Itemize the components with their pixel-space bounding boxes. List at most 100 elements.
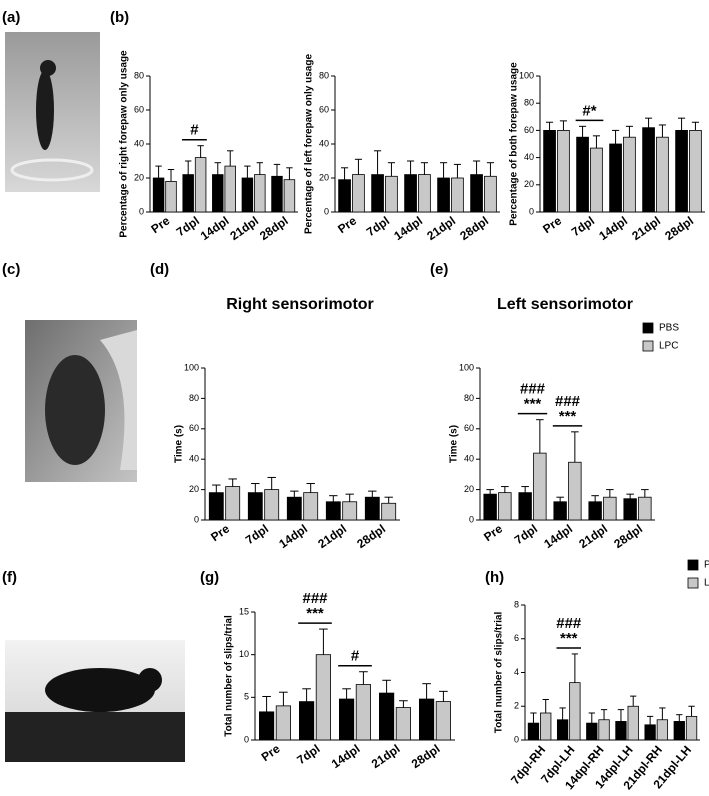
x-tick-label: 14dpl [541, 522, 575, 551]
x-tick-label: 14dpl [596, 214, 630, 243]
bar [533, 452, 547, 521]
bar [338, 698, 355, 741]
legend-swatch [642, 322, 654, 334]
y-tick-label: 20 [134, 172, 144, 182]
y-tick-label: 4 [514, 667, 519, 677]
y-axis-label: Total number of slips/trial [224, 615, 235, 737]
photo-a [5, 32, 100, 192]
bar [378, 692, 395, 741]
y-tick-label: 0 [139, 206, 144, 216]
annotation: ### [555, 393, 581, 410]
x-tick-label: 21dpl [315, 522, 349, 551]
y-tick-label: 0 [469, 514, 474, 524]
bar [483, 493, 497, 521]
y-tick-label: 100 [184, 362, 199, 372]
bar [298, 701, 315, 741]
bar [569, 682, 581, 741]
bar [435, 701, 452, 741]
legend-swatch [642, 340, 654, 352]
y-tick-label: 20 [189, 484, 199, 494]
y-tick-label: 60 [319, 104, 329, 114]
x-tick-label: 21dpl [369, 742, 403, 771]
bar [437, 177, 450, 213]
bar [381, 502, 397, 521]
bar [165, 180, 177, 213]
legend-swatch [687, 577, 699, 589]
panel-label: (d) [150, 261, 169, 278]
bar [182, 174, 194, 213]
bar [271, 175, 283, 213]
y-tick-label: 0 [194, 514, 199, 524]
y-tick-label: 20 [319, 172, 329, 182]
bar [673, 721, 685, 741]
y-tick-label: 60 [189, 423, 199, 433]
y-axis-label: Total number of slips/trial [494, 612, 505, 734]
x-tick-label: 21dpl [576, 522, 610, 551]
bar [484, 175, 497, 213]
x-tick-label: 14dpl [391, 214, 425, 243]
x-tick-label: 28dpl [409, 742, 443, 771]
bar [247, 492, 263, 521]
bar [498, 492, 512, 521]
bar [685, 715, 698, 741]
bar [590, 147, 603, 213]
panel-label: (g) [200, 569, 219, 586]
x-tick-label: 7dpl [243, 522, 271, 548]
legend-label: LPC [659, 341, 678, 352]
x-tick-label: 21dpl [227, 214, 261, 243]
bar [656, 719, 669, 741]
y-tick-label: 40 [189, 454, 199, 464]
bar [286, 496, 302, 521]
bar [540, 712, 552, 741]
annotation: *** [524, 396, 542, 413]
y-tick-label: 80 [189, 393, 199, 403]
bar [451, 177, 464, 213]
bar [355, 684, 372, 741]
y-tick-label: 0 [529, 206, 534, 216]
bar [404, 174, 417, 213]
chart-title: Left sensorimotor [497, 296, 633, 313]
bar [603, 496, 617, 521]
annotation: ### [302, 590, 328, 607]
y-tick-label: 2 [514, 701, 519, 711]
y-tick-label: 5 [244, 692, 249, 702]
y-tick-label: 6 [514, 633, 519, 643]
x-tick-label: 14dpl [276, 522, 310, 551]
x-tick-label: Pre [481, 521, 505, 544]
y-tick-label: 80 [524, 98, 534, 108]
x-tick-label: Pre [208, 521, 232, 544]
x-tick-label: 28dpl [457, 214, 491, 243]
x-tick-label: Pre [540, 213, 564, 236]
annotation: #* [582, 102, 596, 119]
panel-label: (h) [485, 569, 504, 586]
y-tick-label: 10 [239, 649, 249, 659]
y-tick-label: 40 [134, 138, 144, 148]
legend-label: PBS [704, 560, 709, 571]
x-tick-label: 28dpl [611, 522, 645, 551]
y-tick-label: 40 [524, 152, 534, 162]
bar [586, 722, 598, 741]
y-tick-label: 0 [324, 206, 329, 216]
bar [568, 461, 582, 521]
x-tick-label: 7dpl [512, 522, 540, 548]
y-axis-label: Percentage of right forepaw only usage [119, 50, 130, 238]
x-tick-label: 7dpl [364, 214, 392, 240]
bar [518, 492, 532, 521]
panel-label: (b) [110, 9, 129, 26]
bar [325, 501, 341, 521]
bar [553, 501, 567, 521]
chart-title: Right sensorimotor [226, 296, 374, 313]
y-tick-label: 80 [319, 70, 329, 80]
y-tick-label: 60 [524, 125, 534, 135]
bar [642, 127, 655, 213]
y-tick-label: 80 [464, 393, 474, 403]
bar [264, 489, 280, 521]
bar [283, 179, 296, 213]
bar [303, 492, 319, 521]
bar [254, 174, 266, 213]
y-axis-label: Percentage of both forepaw usage [509, 62, 520, 226]
y-tick-label: 20 [464, 484, 474, 494]
bar [689, 129, 702, 213]
bar [557, 129, 570, 213]
bar [576, 136, 589, 213]
